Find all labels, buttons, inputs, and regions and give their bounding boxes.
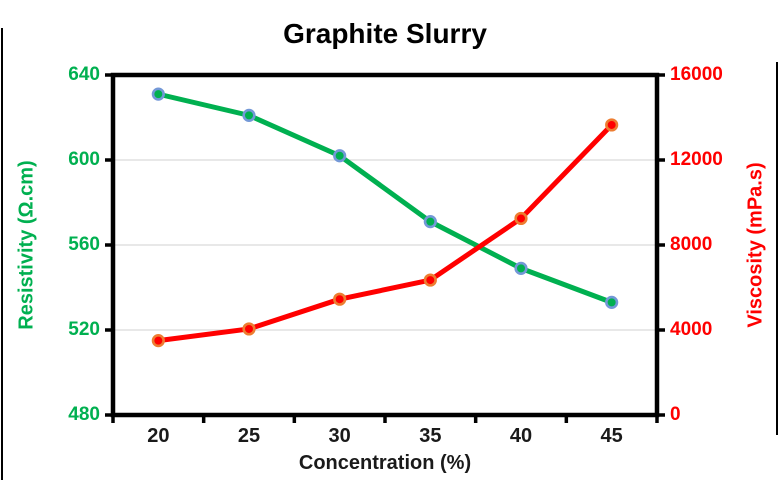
data-point-resistivity-25 — [242, 108, 256, 122]
data-point-viscosity-35 — [423, 273, 437, 287]
x-axis-tick-label: 25 — [237, 425, 261, 447]
right-frame-line — [776, 62, 778, 435]
data-point-viscosity-45 — [605, 118, 619, 132]
right-axis-tick-label: 16000 — [670, 64, 723, 85]
right-axis-tick-label: 0 — [670, 404, 681, 425]
series-line-viscosity — [155, 122, 615, 344]
x-axis-tick-label: 45 — [600, 425, 623, 447]
x-axis-tick-label: 40 — [509, 425, 533, 447]
data-point-resistivity-40 — [514, 261, 528, 275]
data-point-resistivity-35 — [423, 215, 437, 229]
left-frame-line — [1, 28, 3, 480]
data-point-viscosity-30 — [333, 292, 347, 306]
left-axis-tick-label: 520 — [68, 319, 100, 340]
chart-title: Graphite Slurry — [283, 18, 487, 49]
x-axis-tick-label: 20 — [147, 425, 170, 447]
data-point-viscosity-25 — [242, 322, 256, 336]
data-point-resistivity-20 — [151, 87, 165, 101]
series-line-resistivity — [155, 91, 615, 305]
data-point-resistivity-45 — [605, 295, 619, 309]
x-axis-tick-label: 35 — [419, 425, 442, 447]
right-axis-tick-label: 8000 — [670, 234, 713, 255]
x-axis-title: Concentration (%) — [298, 452, 472, 474]
left-axis-tick-label: 560 — [68, 234, 100, 255]
x-axis-tick-label: 30 — [328, 425, 351, 447]
data-point-viscosity-20 — [151, 334, 165, 348]
data-point-resistivity-30 — [333, 149, 347, 163]
left-axis-tick-label: 600 — [68, 149, 100, 170]
left-axis-tick-label: 640 — [68, 64, 100, 85]
right-axis-tick-label: 12000 — [670, 149, 723, 170]
data-point-viscosity-40 — [514, 211, 528, 226]
left-axis-tick-label: 480 — [68, 404, 100, 425]
right-axis-tick-label: 4000 — [670, 319, 713, 340]
